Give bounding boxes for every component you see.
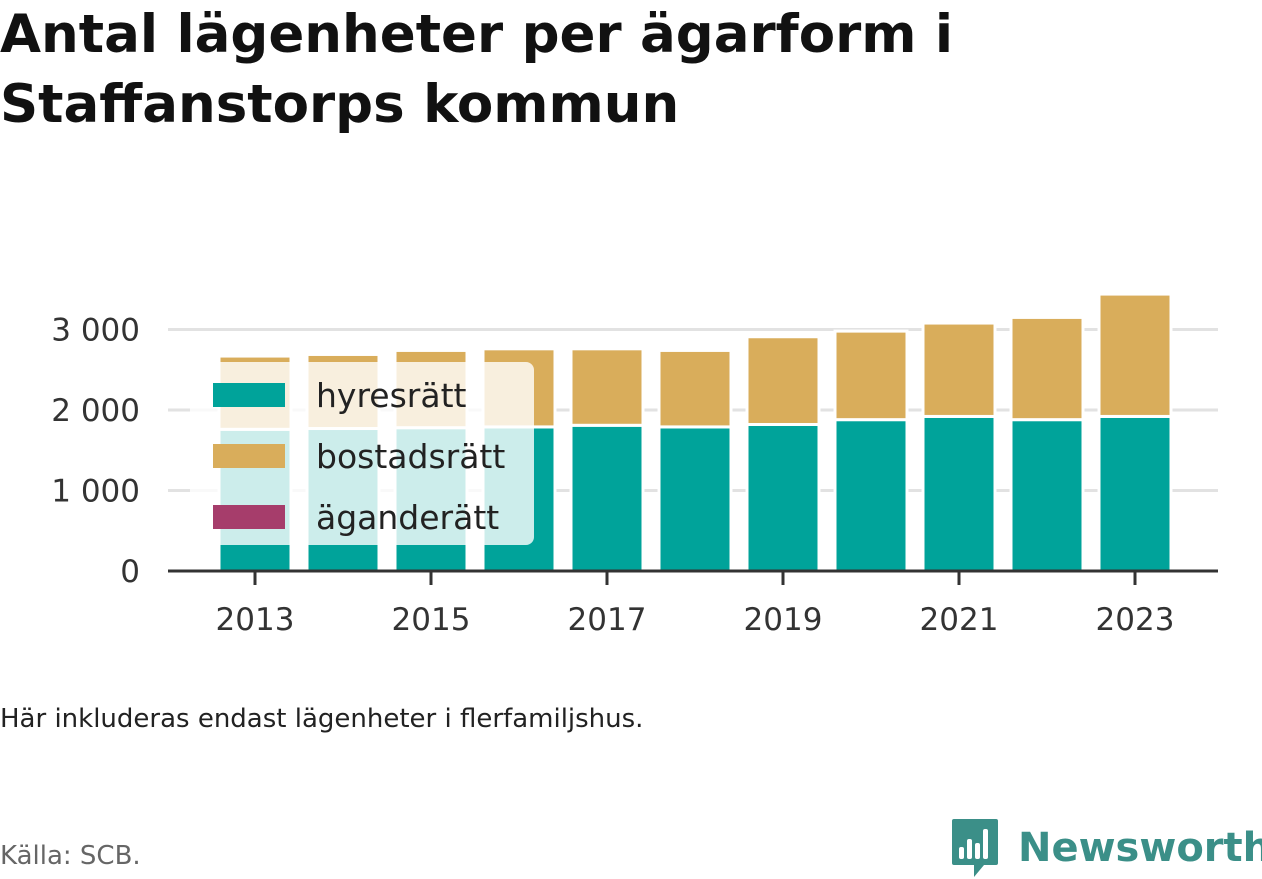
bar-chart-logo-icon: [952, 819, 998, 877]
chart: 0 1 000 2 000 3 000 2013 2015 2017 2019 2021 202…: [51, 292, 1218, 638]
bar-hyresrätt-2017: [569, 423, 645, 573]
y-tick-label: 3 000: [51, 313, 140, 349]
x-tick-label: 2017: [568, 602, 647, 638]
bar-bostadsrätt-2021: [921, 321, 997, 418]
bar-bostadsrätt-2020: [833, 329, 909, 422]
legend: hyresrätt bostadsrätt äganderätt: [190, 362, 534, 545]
y-tick-label: 2 000: [51, 393, 140, 429]
y-tick-label: 1 000: [51, 474, 140, 510]
legend-swatch-äganderätt: [213, 505, 285, 529]
footnote: Här inkluderas endast lägenheter i flerf…: [0, 704, 644, 734]
legend-label-äganderätt: äganderätt: [316, 498, 499, 537]
x-axis-ticks: 2013 2015 2017 2019 2021 2023: [216, 571, 1175, 638]
x-tick-label: 2019: [744, 602, 823, 638]
bar-bostadsrätt-2023: [1097, 292, 1173, 418]
legend-swatch-hyresrätt: [213, 383, 285, 407]
bar-bostadsrätt-2022: [1009, 315, 1085, 422]
x-tick-label: 2013: [216, 602, 295, 638]
bar-hyresrätt-2020: [833, 418, 909, 573]
y-tick-label: 0: [120, 554, 140, 590]
x-tick-label: 2021: [920, 602, 999, 638]
legend-swatch-bostadsrätt: [213, 444, 285, 468]
legend-label-hyresrätt: hyresrätt: [316, 376, 467, 415]
brand-logo: Newsworthy: [950, 818, 1262, 878]
chart-title: Antal lägenheter per ägarform i Staffans…: [0, 4, 954, 135]
bar-hyresrätt-2023: [1097, 414, 1173, 573]
x-tick-label: 2023: [1096, 602, 1175, 638]
bar-hyresrätt-2021: [921, 414, 997, 573]
bar-bostadsrätt-2017: [569, 347, 645, 427]
bar-bostadsrätt-2019: [745, 335, 821, 426]
bar-hyresrätt-2022: [1009, 418, 1085, 573]
legend-label-bostadsrätt: bostadsrätt: [316, 437, 505, 476]
bar-hyresrätt-2018: [657, 425, 733, 573]
bar-hyresrätt-2019: [745, 422, 821, 573]
source-label: Källa: SCB.: [0, 841, 141, 871]
brand-name: Newsworthy: [1018, 825, 1262, 871]
y-axis-tick-labels: 0 1 000 2 000 3 000: [51, 313, 140, 591]
bar-bostadsrätt-2018: [657, 348, 733, 429]
x-tick-label: 2015: [392, 602, 471, 638]
legend-box: [190, 362, 534, 545]
